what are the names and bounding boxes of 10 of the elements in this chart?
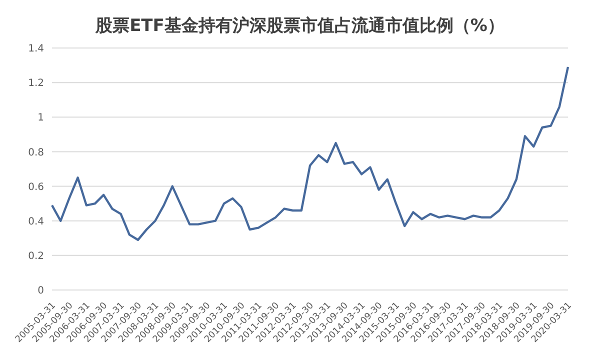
chart-title: 股票ETF基金持有沪深股票市值占流通市值比例（%） — [94, 15, 506, 38]
y-tick-label: 0.6 — [28, 182, 44, 193]
y-tick-label: 1.4 — [28, 44, 44, 55]
y-tick-label: 0.8 — [28, 147, 44, 158]
y-tick-label: 0.2 — [28, 250, 44, 262]
y-tick-label: 1 — [38, 112, 44, 124]
y-tick-label: 1.2 — [28, 78, 44, 90]
y-tick-label: 0 — [38, 286, 44, 297]
line-series — [50, 66, 570, 241]
y-tick-label: 0.4 — [28, 216, 44, 228]
